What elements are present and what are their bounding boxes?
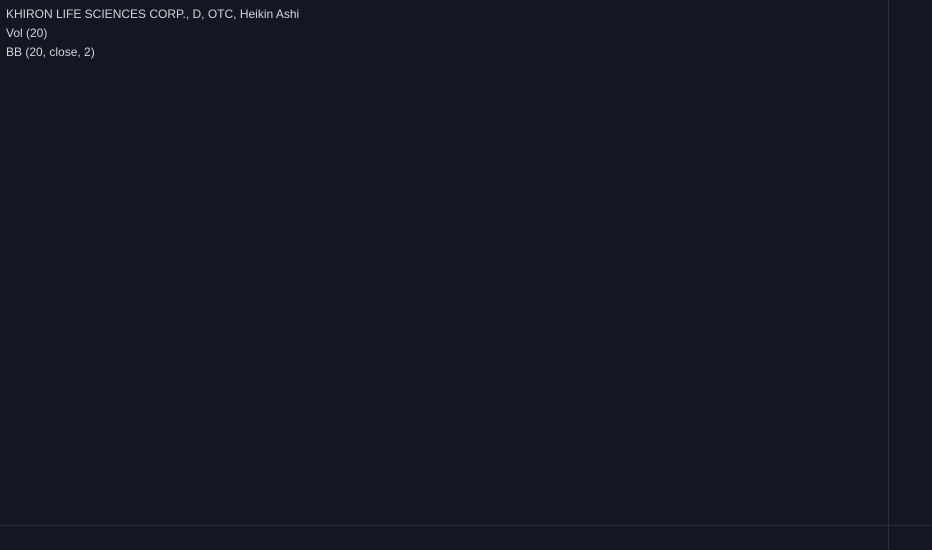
chart-title: KHIRON LIFE SCIENCES CORP., D, OTC, Heik… (6, 7, 299, 21)
indicator-label: BB (20, close, 2) (6, 45, 95, 59)
indicator-label: Vol (20) (6, 26, 47, 40)
